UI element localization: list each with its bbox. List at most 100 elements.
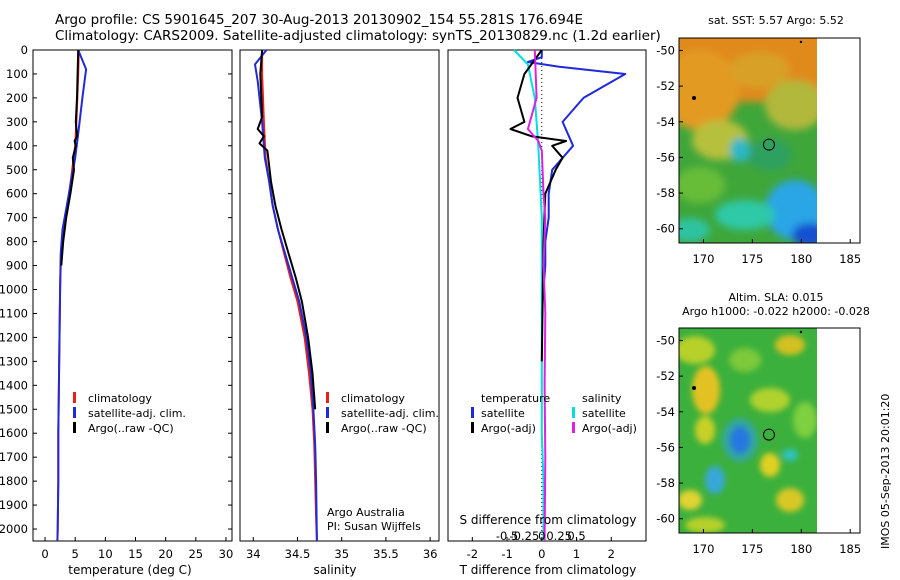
legend-swatch-satellite-t — [471, 407, 474, 418]
header-line-1: Argo profile: CS 5901645_207 30-Aug-2013… — [55, 12, 583, 28]
s-difference-label: S difference from climatology — [460, 513, 637, 527]
series-line-satellite-s — [513, 49, 545, 541]
salinity-axes-frame — [239, 49, 440, 542]
sst-profile-location-marker — [762, 138, 775, 151]
map-lat-label: -58 — [656, 186, 675, 200]
legend-swatch-climatology — [326, 392, 329, 403]
depth-tick-label: 1700 — [0, 450, 28, 464]
depth-tick-label: 1400 — [0, 378, 28, 392]
map-lon-label: 175 — [741, 252, 763, 266]
series-line-satellite-adj-clim- — [254, 49, 318, 542]
series-line-argo-raw-qc- — [256, 49, 317, 410]
depth-tick-label: 1100 — [0, 306, 28, 320]
legend-satellite-s: satellite — [582, 407, 626, 420]
sst-map-land — [817, 38, 860, 243]
legend-swatch-satellite-s — [572, 407, 575, 418]
x-tick-label: 36 — [423, 547, 438, 561]
legend-swatch-climatology — [73, 392, 76, 403]
t-difference-label: T difference from climatology — [459, 563, 637, 577]
map-lat-label: -54 — [656, 405, 675, 419]
legend-swatch-argo — [73, 422, 76, 433]
map-lat-label: -52 — [656, 79, 675, 93]
s-tick-label: 0.25 — [546, 529, 572, 543]
difference-axes-frame — [447, 49, 647, 542]
legend-argo-t: Argo(-adj) — [481, 422, 536, 435]
depth-tick-label: 1800 — [0, 474, 28, 488]
depth-tick-label: 1600 — [0, 426, 28, 440]
depth-tick-label: 0 — [21, 43, 28, 57]
map-lon-label: 185 — [839, 252, 861, 266]
x-tick-label: 34.5 — [285, 547, 311, 561]
sst-map-title: sat. SST: 5.57 Argo: 5.52 — [708, 14, 844, 27]
legend-swatch-argo — [326, 422, 329, 433]
sla-map-panel: Altim. SLA: 0.015 Argo h1000: -0.022 h20… — [656, 291, 870, 556]
x-tick-label: 30 — [219, 547, 234, 561]
salinity-difference-ticks: -0.5-0.250 0.250.5 — [496, 529, 586, 543]
difference-series — [509, 49, 627, 542]
sla-map-dot — [692, 386, 696, 390]
series-line-argo-raw-qc- — [60, 49, 80, 266]
x-tick-label: -1 — [501, 547, 512, 561]
header-line-2: Climatology: CARS2009. Satellite-adjuste… — [55, 28, 661, 44]
map-lat-label: -60 — [656, 222, 675, 236]
sla-map-land — [817, 328, 860, 533]
x-tick-label: 35 — [334, 547, 349, 561]
map-lon-label: 180 — [790, 252, 812, 266]
x-tick-label: 10 — [98, 547, 113, 561]
x-tick-label: 34 — [246, 547, 261, 561]
series-line-satellite — [526, 50, 627, 314]
legend-climatology: climatology — [341, 392, 405, 405]
legend-climatology: climatology — [88, 392, 152, 405]
legend-swatch-argo-s — [572, 422, 575, 433]
temperature-legend: climatology satellite-adj. clim. Argo(..… — [73, 392, 186, 435]
sst-map-panel: sat. SST: 5.57 Argo: 5.52 170 — [656, 14, 861, 266]
x-tick-label: 1 — [573, 547, 580, 561]
depth-tick-label: 1300 — [0, 354, 28, 368]
sla-map-frame — [678, 327, 861, 534]
map-lat-label: -58 — [656, 476, 675, 490]
depth-tick-label: 700 — [6, 211, 28, 225]
attribution-line-1: Argo Australia — [327, 506, 405, 519]
depth-tick-label: 800 — [6, 235, 28, 249]
x-tick-label: 20 — [158, 547, 173, 561]
map-lat-label: -56 — [656, 440, 675, 454]
salinity-x-ticks: 34 34.5 35 35.5 36 — [246, 537, 438, 561]
legend-argo: Argo(..raw -QC) — [341, 422, 427, 435]
depth-tick-label: 900 — [6, 259, 28, 273]
map-lon-label: 170 — [692, 542, 714, 556]
map-lon-label: 170 — [692, 252, 714, 266]
legend-satellite: satellite-adj. clim. — [88, 407, 186, 420]
s-tick-label: -0.25 — [510, 529, 540, 543]
imos-timestamp: IMOS 05-Sep-2013 20:01:20 — [879, 394, 892, 549]
difference-x-ticks: -2 -1 0 1 2 — [467, 537, 615, 561]
legend-swatch-satellite — [326, 407, 329, 418]
temperature-axes-frame — [32, 49, 233, 542]
temperature-x-ticks: 0 5 10 15 20 25 30 — [41, 537, 233, 561]
x-tick-label: 0 — [538, 547, 545, 561]
s-tick-label: 0.5 — [567, 529, 585, 543]
depth-tick-label: 2000 — [0, 522, 28, 536]
sla-profile-location-marker — [762, 428, 775, 441]
figure-header: Argo profile: CS 5901645_207 30-Aug-2013… — [55, 12, 661, 44]
legend-argo: Argo(..raw -QC) — [88, 422, 174, 435]
difference-panel: -2 -1 0 1 2 -0.5-0.250 0.250.5 S difference f… — [447, 49, 647, 577]
legend-satellite: satellite-adj. clim. — [341, 407, 439, 420]
depth-tick-label: 1000 — [0, 283, 28, 297]
map-lat-label: -50 — [656, 43, 675, 57]
sla-map-title: Altim. SLA: 0.015 — [728, 291, 823, 304]
x-tick-label: -2 — [467, 547, 478, 561]
map-lat-label: -56 — [656, 150, 675, 164]
legend-satellite-t: satellite — [481, 407, 525, 420]
legend-swatch-argo-t — [471, 422, 474, 433]
legend-temperature-title: temperature — [481, 392, 550, 405]
x-tick-label: 5 — [72, 547, 79, 561]
map-lat-label: -52 — [656, 369, 675, 383]
series-line-argo-adj-s — [526, 49, 547, 542]
x-tick-label: 35.5 — [373, 547, 399, 561]
difference-legend: temperature satellite Argo(-adj) salinit… — [471, 392, 637, 435]
s-tick-label: 0 — [538, 529, 545, 543]
map-lon-label: 175 — [741, 542, 763, 556]
depth-tick-label: 500 — [6, 163, 28, 177]
depth-tick-label: 200 — [6, 91, 28, 105]
